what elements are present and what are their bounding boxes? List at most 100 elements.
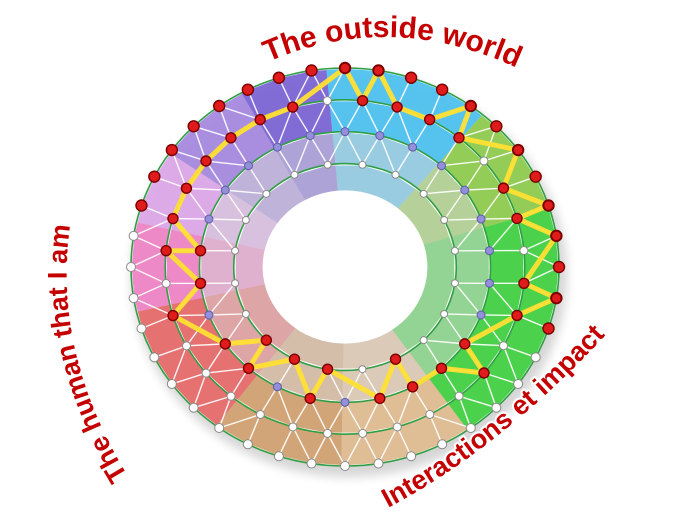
red-node[interactable] <box>391 101 403 113</box>
mesh-node[interactable] <box>479 156 489 166</box>
mesh-node[interactable] <box>499 341 509 351</box>
mesh-node[interactable] <box>220 185 230 195</box>
mesh-node[interactable] <box>419 189 428 198</box>
red-node[interactable] <box>372 64 385 77</box>
mesh-node[interactable] <box>126 262 136 272</box>
red-node[interactable] <box>225 132 237 144</box>
mesh-node[interactable] <box>373 458 384 469</box>
mesh-node[interactable] <box>440 309 449 318</box>
mesh-node[interactable] <box>392 422 402 432</box>
sector-inner-band[interactable] <box>199 236 265 298</box>
sector-outer-band[interactable] <box>428 208 559 431</box>
mesh-node[interactable] <box>530 352 541 363</box>
mesh-node[interactable] <box>241 216 250 225</box>
red-node[interactable] <box>180 182 193 194</box>
mesh-node[interactable] <box>419 336 428 345</box>
red-node[interactable] <box>321 363 334 375</box>
mesh-node[interactable] <box>450 279 459 288</box>
red-node[interactable] <box>511 309 523 322</box>
red-node[interactable] <box>374 392 386 405</box>
red-node[interactable] <box>459 338 471 350</box>
red-node[interactable] <box>339 62 351 74</box>
sector-inner-band[interactable] <box>397 163 485 245</box>
mesh-node[interactable] <box>305 131 315 141</box>
mesh-node[interactable] <box>436 161 446 171</box>
sector-inner-band[interactable] <box>203 284 296 376</box>
red-node[interactable] <box>305 64 318 77</box>
mesh-node[interactable] <box>136 323 147 334</box>
red-node[interactable] <box>542 322 555 335</box>
mesh-node[interactable] <box>454 391 464 401</box>
red-node[interactable] <box>260 334 273 346</box>
mesh-node[interactable] <box>128 230 139 241</box>
red-node[interactable] <box>518 277 530 290</box>
mesh-node[interactable] <box>161 278 171 288</box>
red-node[interactable] <box>512 144 524 156</box>
red-node[interactable] <box>287 101 299 113</box>
mesh-node[interactable] <box>460 185 470 195</box>
mesh-node[interactable] <box>476 310 486 320</box>
red-node[interactable] <box>200 155 212 167</box>
sector-inner-band[interactable] <box>225 148 306 224</box>
mesh-node[interactable] <box>465 422 476 433</box>
mesh-node[interactable] <box>406 451 417 462</box>
red-node[interactable] <box>478 367 490 379</box>
mesh-node[interactable] <box>242 439 253 450</box>
red-node[interactable] <box>423 113 436 126</box>
red-node[interactable] <box>511 212 523 225</box>
mesh-node[interactable] <box>166 378 177 389</box>
red-node[interactable] <box>187 120 200 133</box>
mesh-node[interactable] <box>322 428 332 438</box>
mesh-node[interactable] <box>182 341 192 351</box>
mesh-node[interactable] <box>323 160 332 169</box>
mesh-node[interactable] <box>231 246 240 255</box>
mesh-node[interactable] <box>255 409 265 419</box>
red-node[interactable] <box>404 71 418 84</box>
mesh-node[interactable] <box>288 422 298 432</box>
red-node[interactable] <box>272 71 286 84</box>
mesh-node[interactable] <box>437 439 448 450</box>
mesh-node[interactable] <box>476 214 486 224</box>
mesh-node[interactable] <box>272 142 282 152</box>
mesh-node[interactable] <box>440 216 449 225</box>
red-node[interactable] <box>356 94 369 107</box>
red-node[interactable] <box>288 353 301 365</box>
mesh-node[interactable] <box>358 365 367 374</box>
red-node[interactable] <box>241 83 255 96</box>
red-node[interactable] <box>304 392 316 405</box>
red-node[interactable] <box>550 292 563 304</box>
mesh-node[interactable] <box>491 402 502 413</box>
mesh-node[interactable] <box>290 170 299 179</box>
mesh-node[interactable] <box>241 309 250 318</box>
red-node[interactable] <box>167 212 179 225</box>
red-node[interactable] <box>435 83 449 96</box>
red-node[interactable] <box>435 362 448 374</box>
red-node[interactable] <box>219 338 231 350</box>
mesh-node[interactable] <box>306 458 317 469</box>
red-node[interactable] <box>194 244 207 257</box>
mesh-node[interactable] <box>214 422 225 433</box>
mesh-node[interactable] <box>273 451 284 462</box>
mesh-node[interactable] <box>188 402 199 413</box>
red-node[interactable] <box>406 381 419 393</box>
mesh-node[interactable] <box>340 461 350 471</box>
mesh-node[interactable] <box>149 352 160 363</box>
mesh-node[interactable] <box>391 170 400 179</box>
red-node[interactable] <box>465 100 477 112</box>
red-node[interactable] <box>529 170 542 183</box>
mesh-node[interactable] <box>358 428 368 438</box>
red-node[interactable] <box>497 182 510 194</box>
mesh-node[interactable] <box>358 160 367 169</box>
mesh-node[interactable] <box>340 397 350 407</box>
sector-outer-band[interactable] <box>131 222 204 312</box>
red-node[interactable] <box>453 132 465 144</box>
red-node[interactable] <box>165 143 179 157</box>
red-node[interactable] <box>542 199 555 212</box>
red-node[interactable] <box>389 353 402 365</box>
mesh-node[interactable] <box>519 246 529 256</box>
red-node[interactable] <box>550 230 563 242</box>
mesh-node[interactable] <box>425 409 435 419</box>
red-node[interactable] <box>167 309 179 322</box>
mesh-node[interactable] <box>226 391 236 401</box>
red-node[interactable] <box>135 199 148 212</box>
